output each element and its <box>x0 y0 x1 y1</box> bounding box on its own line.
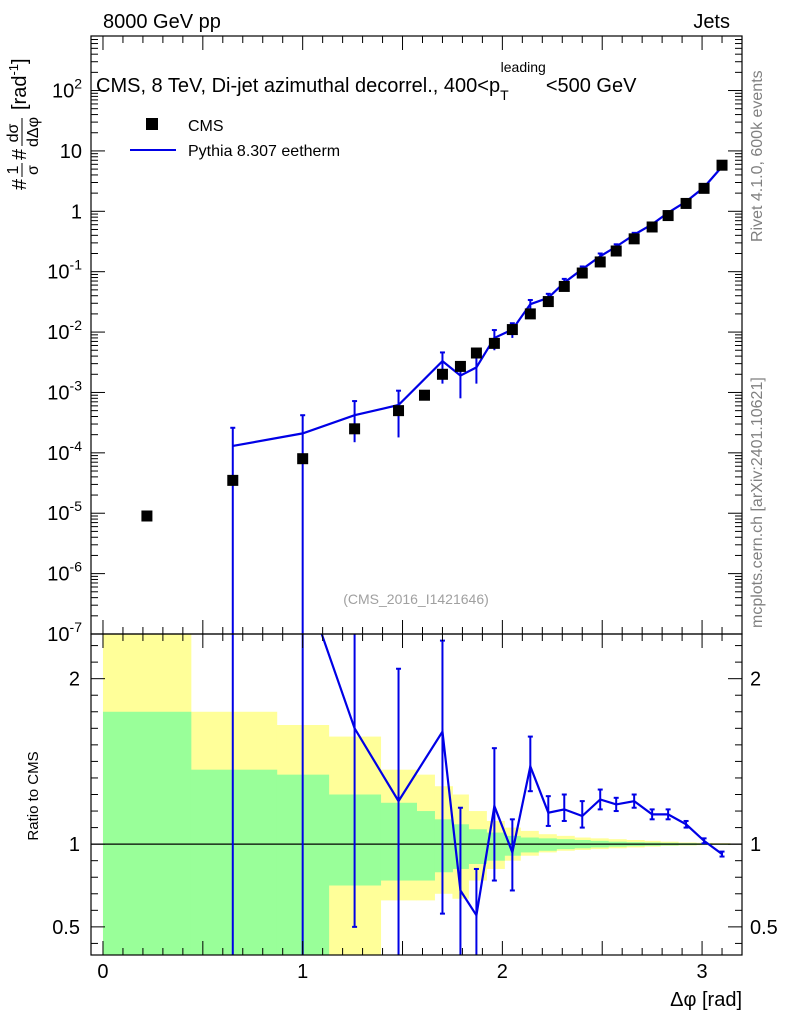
title-sub: T <box>500 87 509 103</box>
data-point <box>542 296 554 308</box>
inner-band-bin <box>468 829 487 864</box>
legend-cms-marker <box>146 118 158 130</box>
y-tick-label: 10-5 <box>47 498 82 525</box>
legend-mc-label: Pythia 8.307 eetherm <box>188 143 340 160</box>
main-y-tick-labels: 10-7 10-6 10-5 10-4 10-3 10-2 10-1 1 10 102 <box>47 76 82 646</box>
ylabel-frac2-num: dσ <box>5 123 22 142</box>
data-point <box>662 210 674 222</box>
data-point <box>628 233 640 245</box>
data-point <box>141 510 153 522</box>
y-tick-label: 10-6 <box>47 559 82 586</box>
data-point <box>488 337 500 349</box>
ratio-y-label: Ratio to CMS <box>25 751 42 840</box>
data-point <box>393 405 405 417</box>
title-sup: leading <box>501 59 546 75</box>
analysis-tag: (CMS_2016_I1421646) <box>343 591 489 607</box>
y-tick-label: 10-2 <box>47 317 82 344</box>
data-point <box>418 389 430 401</box>
mc-line <box>232 165 723 448</box>
y-tick-label: 10-1 <box>47 257 82 284</box>
y-tick-label: 10-3 <box>47 377 82 404</box>
inner-band-bin <box>434 819 453 873</box>
y-tick-label: 102 <box>52 76 82 103</box>
ratio-y-tick-label-left: 1 <box>69 834 80 856</box>
inner-band-bin <box>520 837 539 853</box>
header-left: 8000 GeV pp <box>103 11 221 33</box>
data-point <box>454 360 466 372</box>
y-tick-label: 10 <box>60 141 82 163</box>
data-point <box>227 474 239 486</box>
inner-band-bin <box>190 769 278 955</box>
data-point <box>558 280 570 292</box>
ylabel-hash2: # <box>9 148 31 160</box>
ratio-y-tick-label-left: 2 <box>69 669 80 691</box>
x-axis-label: Δφ [rad] <box>670 989 742 1011</box>
data-point <box>610 245 622 257</box>
ratio-line <box>320 634 723 919</box>
ylabel-frac2-den: dΔφ <box>25 117 42 147</box>
title-suffix: <500 GeV <box>546 75 637 97</box>
data-point <box>698 182 710 194</box>
ylabel-frac1-num: 1 <box>5 165 22 174</box>
y-tick-label: 1 <box>71 201 82 223</box>
header-right: Jets <box>693 11 730 33</box>
ratio-frame <box>90 633 743 956</box>
data-point <box>680 197 692 209</box>
x-tick-label: 2 <box>497 961 508 983</box>
ratio-y-tick-label-right: 0.5 <box>750 917 778 939</box>
data-point <box>594 256 606 268</box>
x-tick-label: 1 <box>297 961 308 983</box>
data-point <box>506 324 518 336</box>
x-tick-labels: 0 1 2 3 <box>97 961 707 983</box>
data-point <box>646 221 658 233</box>
ylabel-frac1-den: σ <box>25 165 42 175</box>
data-point <box>524 308 536 320</box>
legend-cms-label: CMS <box>188 118 224 135</box>
inner-band-bin <box>486 832 505 861</box>
inner-band-bin <box>102 711 192 955</box>
chart-title: CMS, 8 TeV, Di-jet azimuthal decorrel., … <box>96 59 637 103</box>
title-prefix: CMS, 8 TeV, Di-jet azimuthal decorrel., … <box>96 75 500 97</box>
ratio-y-tick-label-right: 1 <box>750 834 761 856</box>
ylabel-unit: [rad-1] <box>6 58 31 110</box>
data-point <box>716 159 728 171</box>
side-mcplots-label: mcplots.cern.ch [arXiv:2401.10621] <box>749 377 766 628</box>
data-point <box>297 453 309 465</box>
inner-band-bin <box>416 811 435 881</box>
y-tick-label: 10-7 <box>47 619 82 646</box>
ratio-axis-ticks <box>91 634 743 955</box>
ratio-y-tick-label-left: 0.5 <box>52 917 80 939</box>
data-series <box>141 159 728 522</box>
y-tick-label: 10-4 <box>47 438 82 465</box>
ratio-series <box>231 634 725 955</box>
mc-series <box>230 165 725 634</box>
ratio-y-tick-label-right: 2 <box>750 669 761 691</box>
side-rivet-label: Rivet 4.1.0, 600k events <box>749 70 766 242</box>
data-point <box>470 347 482 359</box>
main-y-label: # 1 σ # dσ dΔφ [rad-1] <box>5 58 42 190</box>
ratio-y-tick-labels: 0.5 0.5 1 1 2 2 <box>52 669 778 939</box>
data-point <box>436 368 448 380</box>
x-tick-label: 3 <box>696 961 707 983</box>
data-point <box>576 267 588 279</box>
legend: CMS Pythia 8.307 eetherm <box>130 118 340 160</box>
svg-text:#: # <box>9 178 31 190</box>
x-tick-label: 0 <box>97 961 108 983</box>
ylabel-hash1: # <box>9 178 31 190</box>
data-point <box>349 423 361 435</box>
